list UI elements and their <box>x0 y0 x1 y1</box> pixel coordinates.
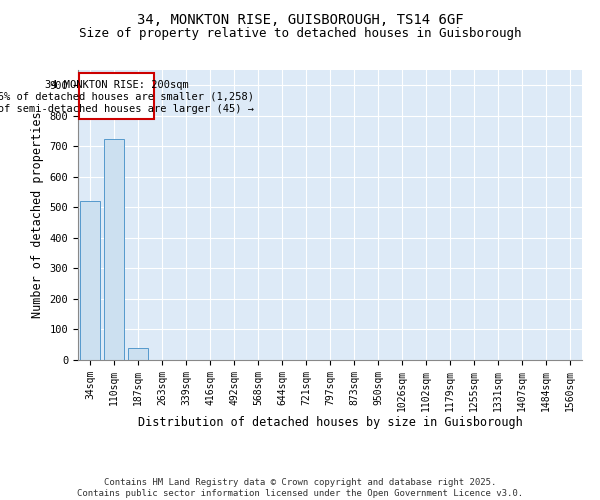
Bar <box>104 138 124 360</box>
Y-axis label: Number of detached properties: Number of detached properties <box>31 112 44 318</box>
Bar <box>128 348 148 360</box>
X-axis label: Distribution of detached houses by size in Guisborough: Distribution of detached houses by size … <box>137 416 523 430</box>
Text: 3% of semi-detached houses are larger (45) →: 3% of semi-detached houses are larger (4… <box>0 104 254 114</box>
Text: Size of property relative to detached houses in Guisborough: Size of property relative to detached ho… <box>79 28 521 40</box>
Text: ← 96% of detached houses are smaller (1,258): ← 96% of detached houses are smaller (1,… <box>0 92 254 102</box>
FancyBboxPatch shape <box>79 73 154 119</box>
Text: Contains HM Land Registry data © Crown copyright and database right 2025.
Contai: Contains HM Land Registry data © Crown c… <box>77 478 523 498</box>
Bar <box>80 200 100 360</box>
Text: 34 MONKTON RISE: 200sqm: 34 MONKTON RISE: 200sqm <box>44 80 188 90</box>
Text: 34, MONKTON RISE, GUISBOROUGH, TS14 6GF: 34, MONKTON RISE, GUISBOROUGH, TS14 6GF <box>137 12 463 26</box>
